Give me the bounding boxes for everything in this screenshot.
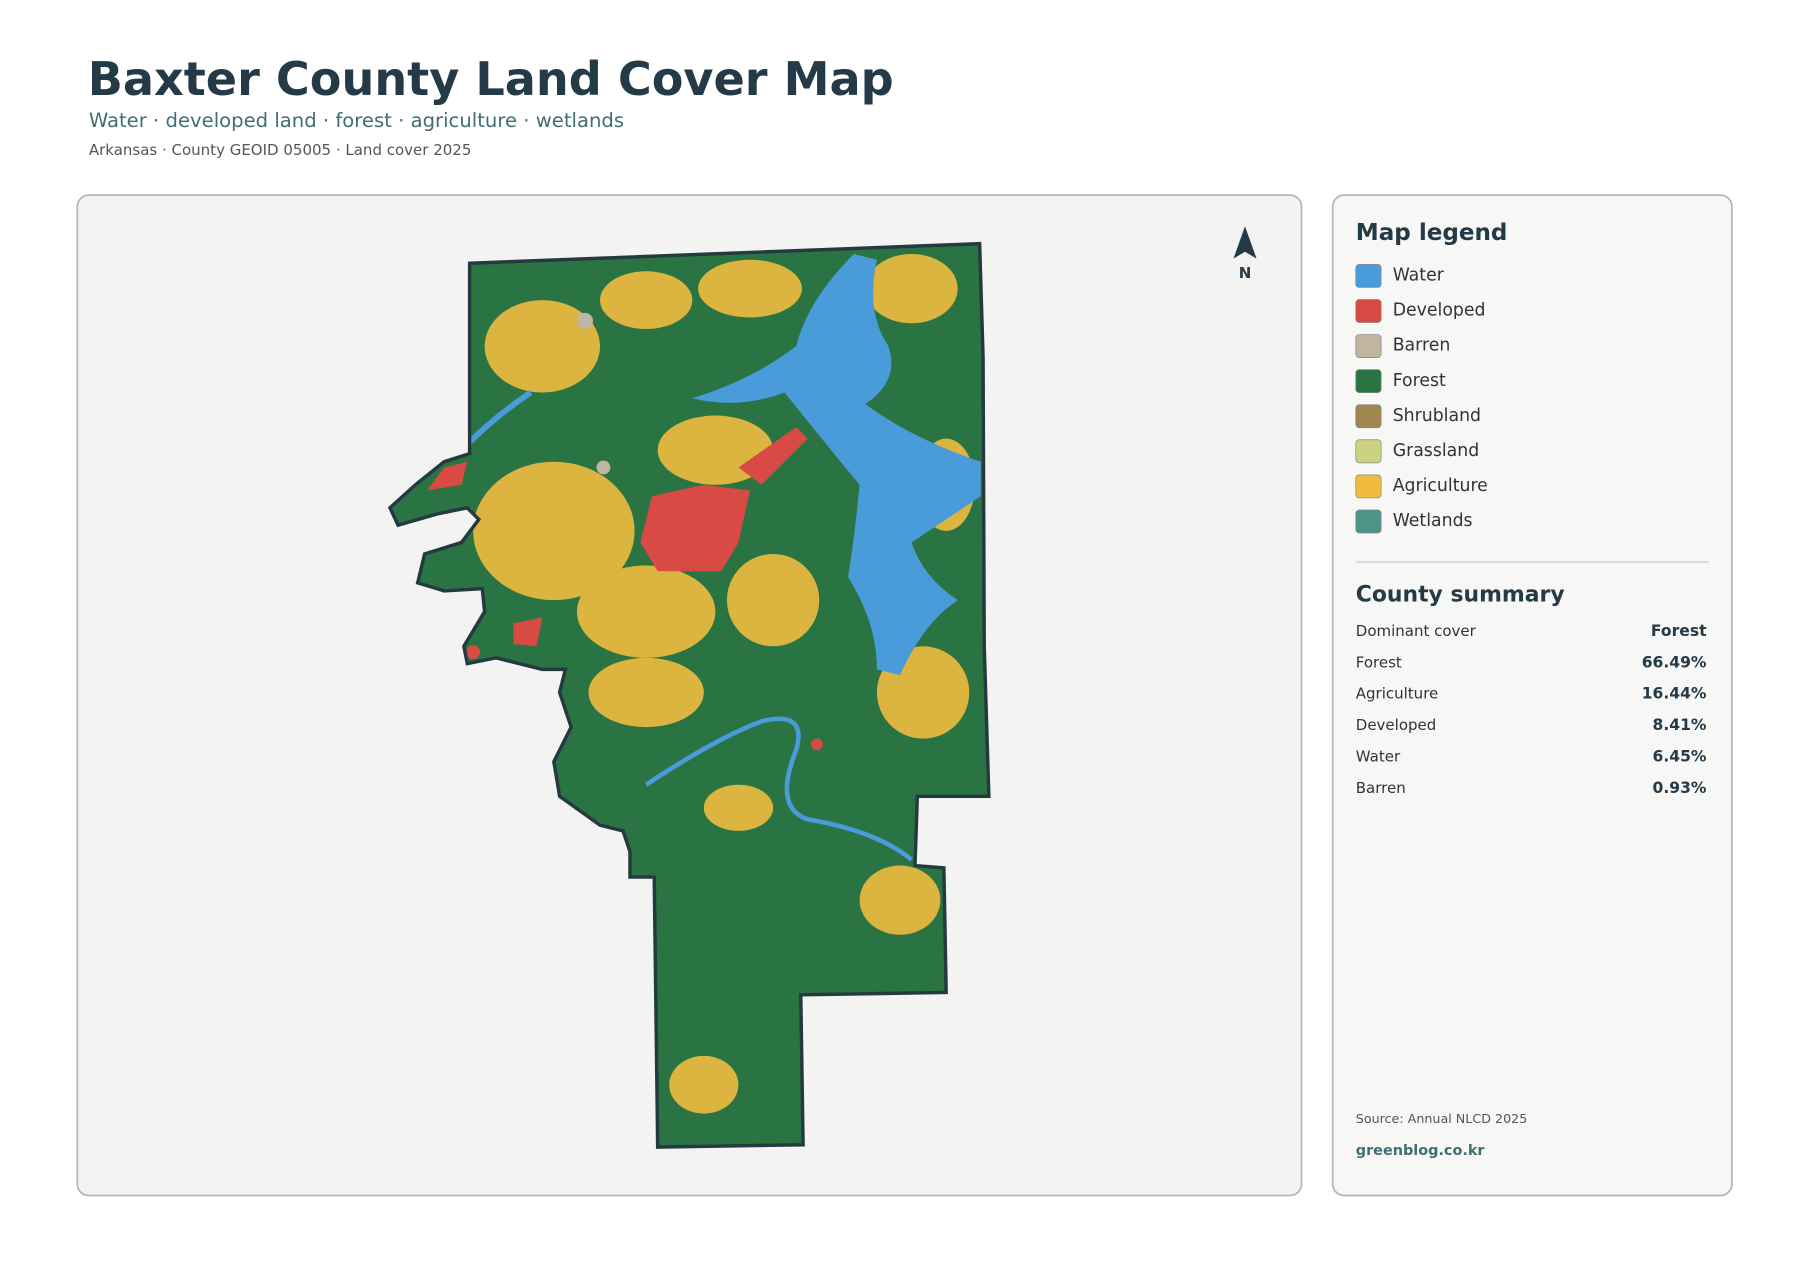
source: Source: Annual NLCD 2025 — [1356, 1111, 1528, 1126]
legend-panel — [1331, 194, 1733, 1197]
summary-value: 0.93% — [1653, 779, 1707, 797]
legend-swatch — [1355, 369, 1382, 394]
legend-swatch — [1355, 439, 1382, 464]
summary-label: Forest — [1356, 653, 1402, 671]
summary-value: 8.41% — [1653, 716, 1707, 734]
north-arrow — [1233, 226, 1257, 259]
north-label: N — [1239, 264, 1252, 282]
legend-label: Water — [1393, 266, 1445, 286]
summary-value: 6.45% — [1653, 747, 1707, 765]
legend-label: Barren — [1393, 336, 1451, 356]
title: Baxter County Land Cover Map — [88, 52, 894, 106]
summary-label: Barren — [1356, 779, 1406, 797]
summary-value: 66.49% — [1642, 653, 1707, 671]
meta: Arkansas · County GEOID 05005 · Land cov… — [89, 141, 472, 159]
legend-swatch — [1355, 334, 1382, 358]
site: greenblog.co.kr — [1356, 1143, 1486, 1159]
summary-value: 16.44% — [1642, 685, 1707, 703]
legend-label: Wetlands — [1393, 511, 1473, 531]
legend-label: Shrubland — [1393, 406, 1481, 426]
summary-label: Agriculture — [1356, 685, 1439, 703]
summary-title: County summary — [1356, 582, 1565, 607]
legend-swatch — [1355, 264, 1382, 288]
legend-label: Agriculture — [1393, 476, 1488, 496]
summary-value: Forest — [1651, 622, 1707, 640]
legend-swatch — [1355, 404, 1382, 429]
legend-swatch — [1355, 474, 1382, 499]
subtitle: Water · developed land · forest · agricu… — [89, 109, 624, 132]
legend-title: Map legend — [1356, 220, 1508, 246]
legend-label: Forest — [1393, 371, 1446, 391]
legend-swatch — [1355, 509, 1382, 534]
legend-items: Water Developed Barren Forest Shrubland Grass… — [1355, 264, 1488, 534]
legend-label: Developed — [1393, 301, 1486, 321]
legend-label: Grassland — [1393, 441, 1480, 461]
summary-label: Water — [1356, 747, 1401, 765]
county-map — [388, 241, 991, 1149]
legend-swatch — [1355, 299, 1382, 323]
summary-label: Developed — [1356, 716, 1437, 734]
summary-rows: Dominant cover Forest Forest 66.49% Agricult… — [1356, 622, 1707, 797]
summary-label: Dominant cover — [1356, 622, 1477, 640]
